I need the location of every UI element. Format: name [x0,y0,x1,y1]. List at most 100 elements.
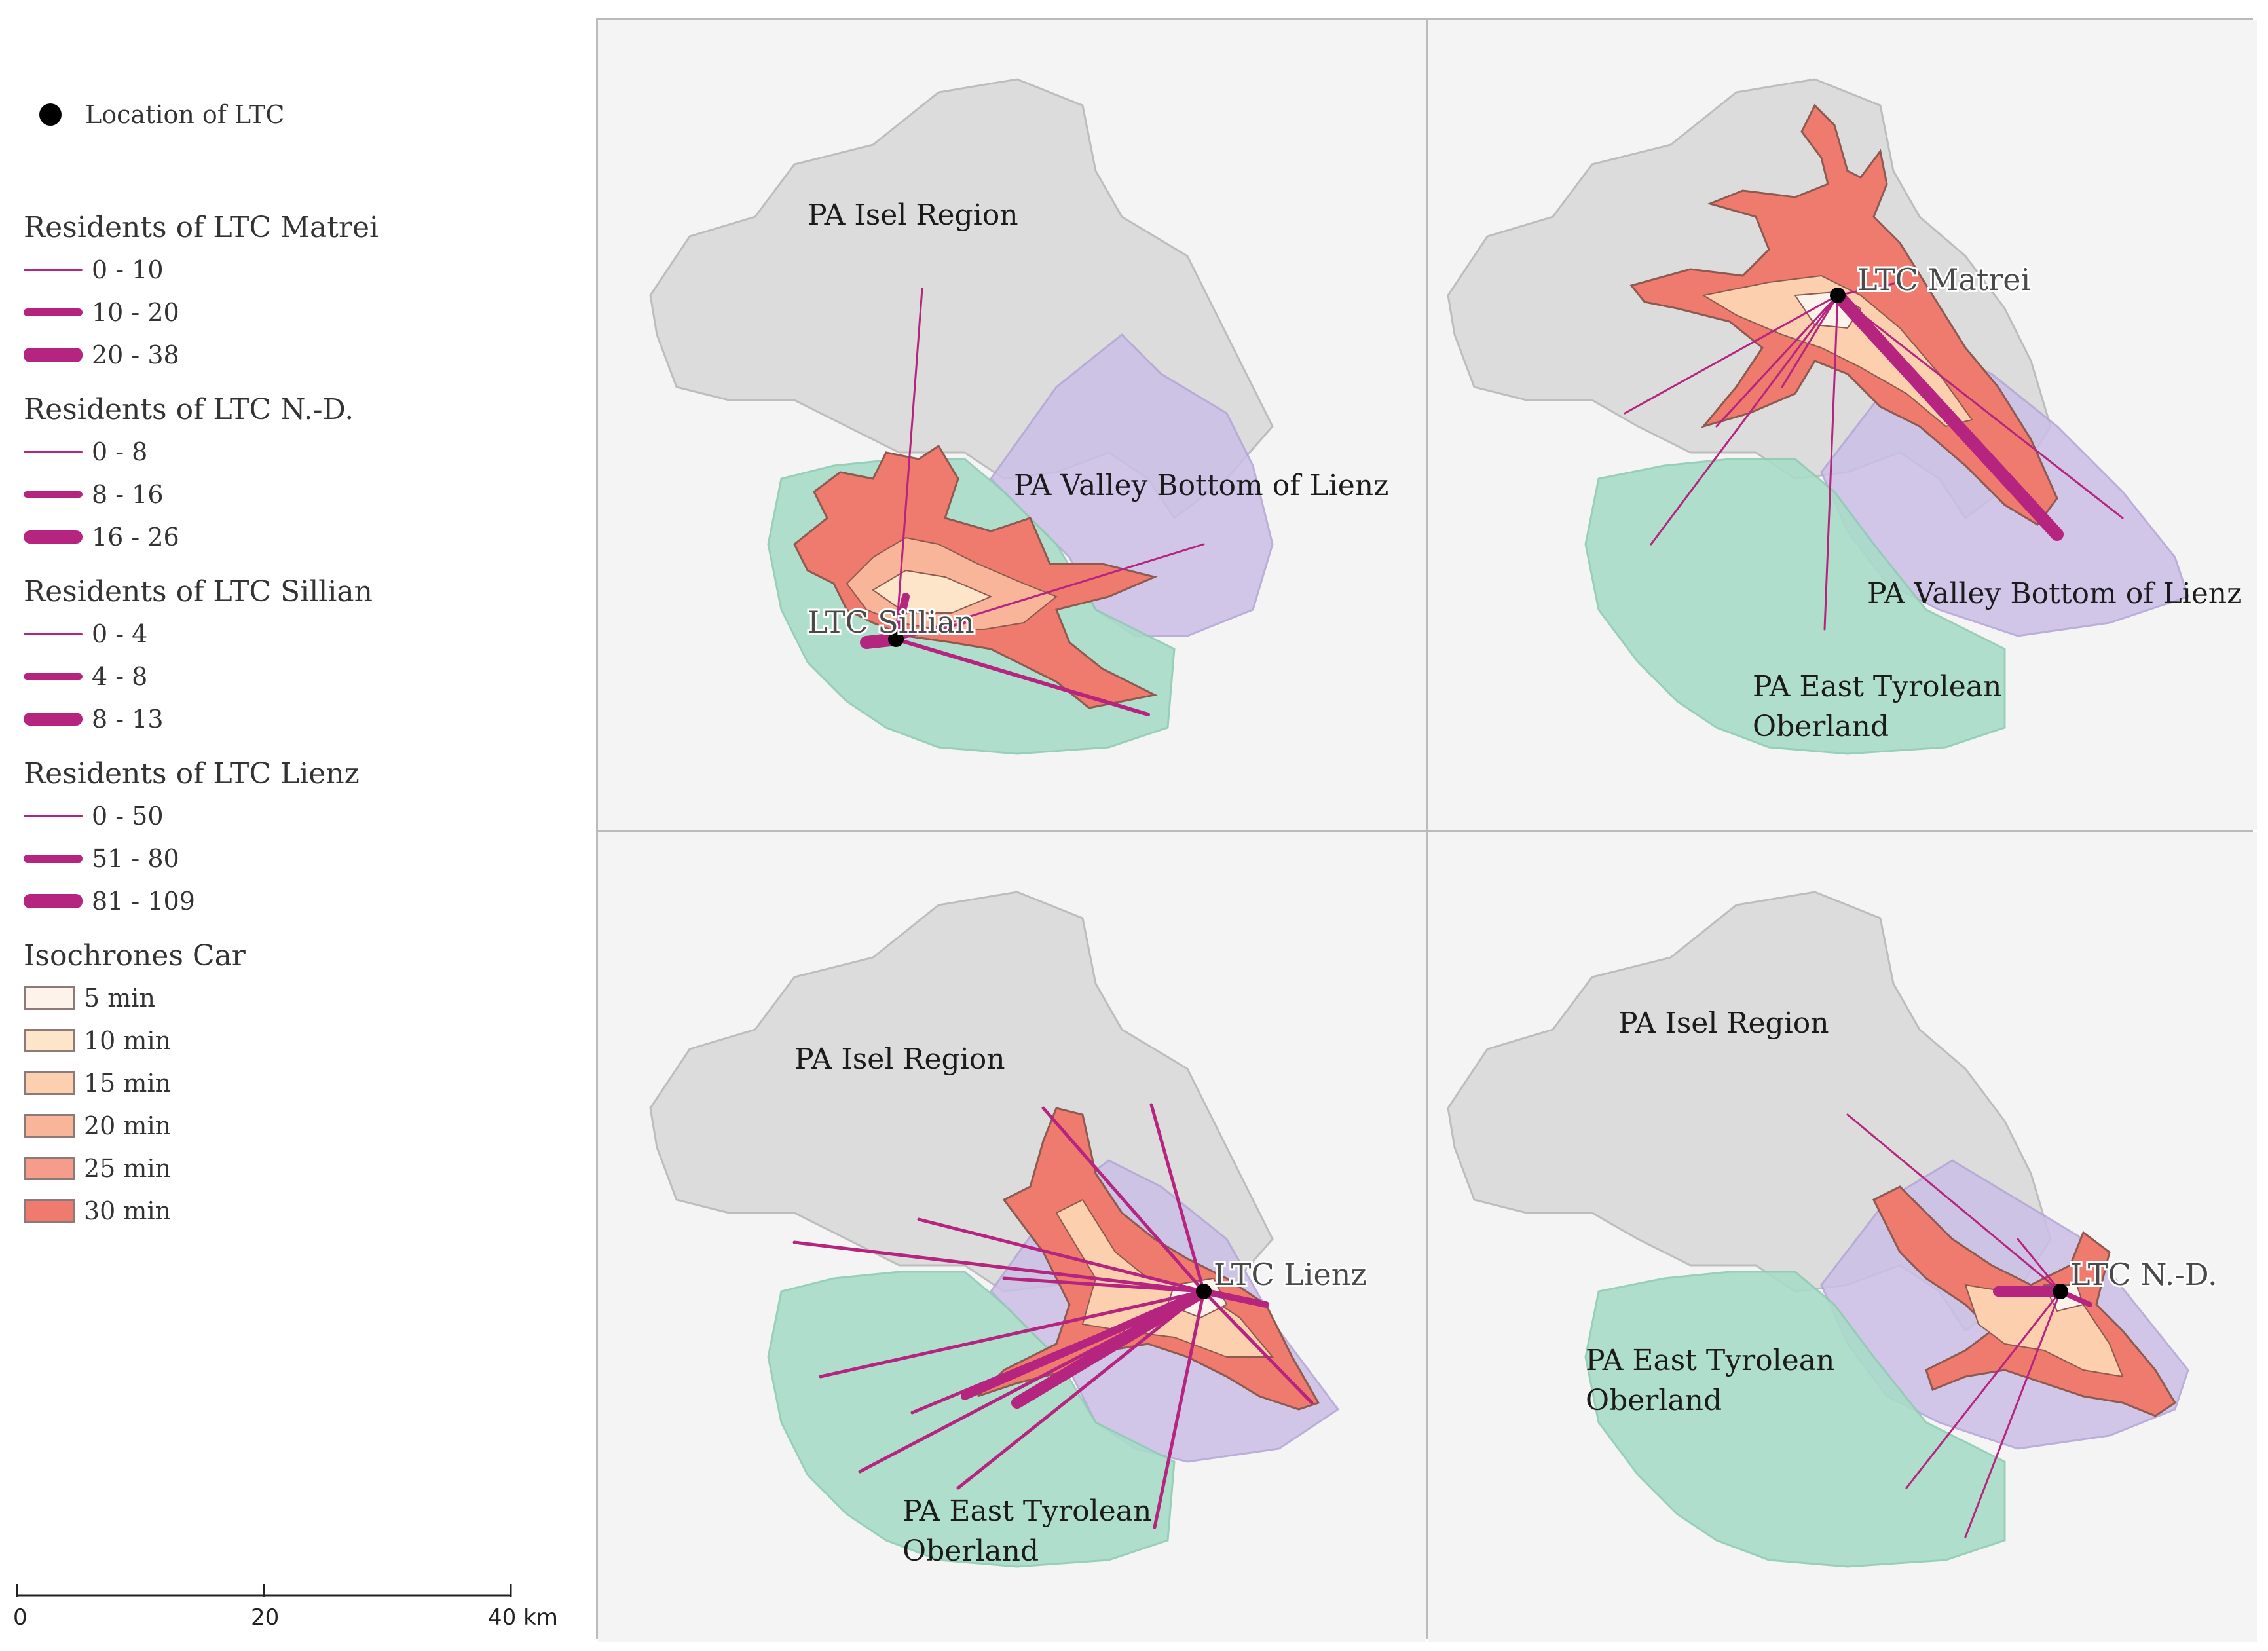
flow-line-medium-icon [24,673,83,680]
label-ltc-matrei: LTC Matrei [1857,262,2030,297]
map-panel-nd[interactable]: LTC N.-D. PA Isel Region PA East Tyrolea… [1428,832,2257,1642]
flow-line-medium-icon [24,491,83,498]
legend-class-row: 0 - 50 [24,800,164,832]
ltc-location-marker [1196,1284,1212,1299]
isochrone-swatch-icon [24,1199,75,1223]
isochrone-label: 25 min [84,1154,172,1183]
flow-line-thick-icon [24,530,83,544]
isochrone-label: 10 min [84,1026,172,1055]
label-pa-isel-region: PA Isel Region [808,198,1018,232]
legend-title-matrei: Residents of LTC Matrei [24,211,379,244]
legend-class-row: 0 - 10 [24,253,164,286]
label-oberland: Oberland [902,1534,1039,1568]
label-pa-east-tyrolean: PA East Tyrolean [902,1494,1151,1528]
legend-class-label: 16 - 26 [92,523,179,551]
legend-title-isochrones: Isochrones Car [24,939,246,973]
legend-class-label: 0 - 4 [92,620,148,648]
label-oberland: Oberland [1586,1384,1722,1417]
flow-line-thin-icon [24,815,83,817]
label-pa-isel-region: PA Isel Region [1618,1007,1829,1040]
map-nd-svg: LTC N.-D. PA Isel Region PA East Tyrolea… [1447,891,2220,1568]
legend-class-label: 10 - 20 [92,298,179,327]
legend-class-label: 51 - 80 [92,844,179,873]
map-sillian-svg: PA Isel Region PA Valley Bottom of Lienz… [649,78,1388,755]
flow-line-thin-icon [24,633,83,635]
scale-tick-20: 20 [251,1605,280,1631]
isochrone-row: 30 min [24,1195,171,1227]
legend-class-label: 0 - 50 [92,802,164,830]
region-pa-oberland [767,1271,1176,1568]
flow-lines-matrei [1624,281,2124,631]
legend-class-row: 0 - 4 [24,618,147,650]
legend-location-row: Location of LTC [24,98,284,131]
isochrone-row: 10 min [24,1024,171,1057]
flow-line-thick-icon [24,348,83,362]
isochrone-swatch-icon [24,1029,75,1052]
label-ltc-sillian: LTC Sillian [808,604,975,640]
legend-class-row: 8 - 16 [24,478,164,511]
label-pa-isel-region: PA Isel Region [794,1043,1005,1076]
label-pa-valley-bottom: PA Valley Bottom of Lienz [1014,469,1388,502]
isochrone-swatch-icon [24,986,75,1010]
label-ltc-nd: LTC N.-D. [2070,1257,2218,1292]
isochrone-row: 5 min [24,982,155,1014]
isochrone-swatch-icon [24,1071,75,1095]
panel-divider-vertical [1426,20,1428,1637]
legend-class-row: 4 - 8 [24,660,147,693]
ltc-location-dot-icon [39,103,62,126]
scale-tick-0: 0 [13,1605,28,1631]
legend-title-lienz: Residents of LTC Lienz [24,757,360,790]
map-panel-sillian[interactable]: PA Isel Region PA Valley Bottom of Lienz… [598,20,1426,830]
isochrone-label: 15 min [84,1069,172,1098]
map-panel-lienz[interactable]: LTC Lienz PA Isel Region PA East Tyrolea… [598,832,1426,1642]
legend-class-label: 8 - 16 [92,480,164,509]
ltc-location-marker [2053,1284,2068,1299]
region-pa-oberland [1584,1271,2006,1568]
ltc-location-marker [1830,288,1846,303]
map-lienz-svg: LTC Lienz PA Isel Region PA East Tyrolea… [649,891,1369,1568]
legend-class-label: 0 - 8 [92,437,148,466]
label-oberland: Oberland [1753,710,1889,743]
region-pa-oberland [1584,458,2006,755]
panel-divider-horizontal [598,830,2251,832]
legend-class-row: 81 - 109 [24,885,195,918]
legend-class-row: 10 - 20 [24,296,179,329]
label-ltc-lienz: LTC Lienz [1214,1257,1367,1292]
legend-class-row: 20 - 38 [24,339,179,371]
legend-class-label: 4 - 8 [92,662,148,691]
ltc-location-marker [888,631,904,647]
isochrone-swatch-icon [24,1114,75,1138]
flow-line-thin-icon [24,269,83,271]
legend-class-label: 81 - 109 [92,887,195,916]
legend-class-row: 16 - 26 [24,521,179,553]
flow-line-thin-icon [24,451,83,453]
scale-bar-line [16,1584,512,1597]
scale-bar: 0 20 40 km [13,1572,603,1637]
isochrone-row: 15 min [24,1067,171,1100]
isochrone-15min [1055,1198,1274,1358]
flow-line-thick-icon [24,894,83,908]
legend-class-row: 0 - 8 [24,436,147,468]
isochrone-label: 20 min [84,1111,172,1140]
isochrone-row: 25 min [24,1152,171,1185]
isochrone-label: 5 min [84,984,155,1012]
legend-class-label: 8 - 13 [92,705,164,733]
legend-location-label: Location of LTC [85,100,285,129]
isochrone-row: 20 min [24,1109,171,1142]
map-legend: Location of LTC Residents of LTC Matrei … [0,0,576,1506]
map-matrei-svg: LTC Matrei PA Valley Bottom of Lienz PA … [1447,78,2242,755]
legend-class-row: 8 - 13 [24,703,164,735]
map-panel-matrei[interactable]: LTC Matrei PA Valley Bottom of Lienz PA … [1428,20,2257,830]
legend-title-nd: Residents of LTC N.-D. [24,393,354,426]
legend-class-label: 20 - 38 [92,341,179,369]
flow-line-medium-icon [24,855,83,863]
flow-lines-lienz [792,1103,1314,1529]
label-pa-east-tyrolean: PA East Tyrolean [1586,1344,1834,1377]
map-frame: PA Isel Region PA Valley Bottom of Lienz… [596,18,2257,1642]
scale-tick-40: 40 km [488,1605,558,1631]
legend-class-label: 0 - 10 [92,255,164,284]
label-pa-valley-bottom: PA Valley Bottom of Lienz [1867,577,2242,610]
label-pa-east-tyrolean: PA East Tyrolean [1753,670,2001,703]
legend-class-row: 51 - 80 [24,842,179,875]
flow-line-medium-icon [24,308,83,316]
